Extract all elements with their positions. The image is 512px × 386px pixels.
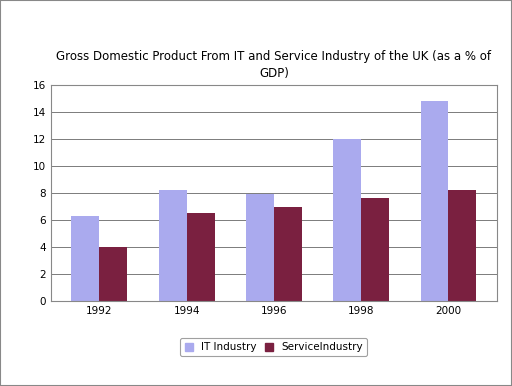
Bar bbox=[361, 198, 389, 301]
Bar bbox=[187, 213, 215, 301]
Legend: IT Industry, ServiceIndustry: IT Industry, ServiceIndustry bbox=[180, 338, 368, 356]
Bar bbox=[420, 101, 449, 301]
Bar bbox=[159, 190, 187, 301]
Bar bbox=[449, 190, 476, 301]
Bar bbox=[274, 207, 302, 301]
Title: Gross Domestic Product From IT and Service Industry of the UK (as a % of
GDP): Gross Domestic Product From IT and Servi… bbox=[56, 49, 492, 80]
Bar bbox=[333, 139, 361, 301]
Bar bbox=[246, 195, 274, 301]
Bar bbox=[72, 216, 99, 301]
Bar bbox=[99, 247, 127, 301]
